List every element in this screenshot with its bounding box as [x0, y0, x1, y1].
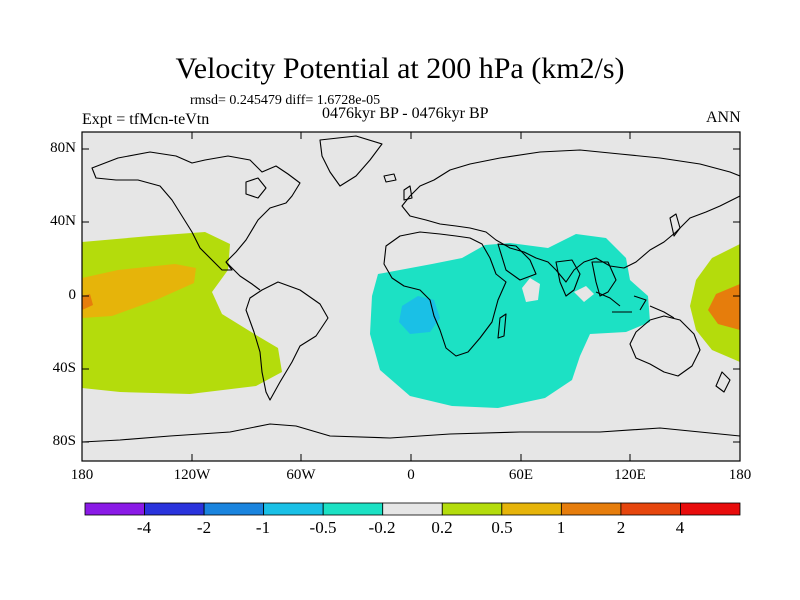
iceland-coastline — [383, 173, 397, 183]
britain-coastline — [403, 185, 413, 201]
coastlines — [82, 135, 740, 443]
indian-ocean-negative-region — [370, 234, 650, 408]
colorbar-label: 1 — [556, 518, 566, 537]
antarctica-coastline — [82, 423, 740, 443]
madagascar-coastline — [497, 313, 507, 339]
central-africa-strong-negative-region — [399, 296, 440, 334]
australia-coastline — [629, 315, 701, 377]
contour-fields — [82, 232, 740, 408]
x-tick-label-120e: 120E — [614, 467, 646, 483]
pacific-strong-positive-region — [82, 264, 196, 318]
x-tick-label-180e: 180 — [728, 467, 752, 483]
new-zealand-coastline — [715, 371, 731, 393]
season-label: ANN — [706, 109, 741, 126]
colorbar-swatch — [560, 502, 622, 516]
axis-ticks — [81, 132, 741, 461]
pacific-peak-positive-region — [82, 294, 93, 310]
hudson-bay-coastline — [245, 177, 267, 199]
x-tick-label-120w: 120W — [173, 467, 211, 483]
north-america-coastline — [91, 151, 301, 271]
colorbar-label: 4 — [675, 518, 685, 537]
western-pacific-strong-positive-region — [708, 284, 740, 330]
colorbar-swatch — [144, 502, 205, 516]
period-label: 0476kyr BP - 0476kyr BP — [322, 105, 489, 122]
indonesia-coastline — [595, 291, 675, 319]
x-tick-label-0: 0 — [407, 467, 415, 483]
arabia-coastline — [497, 243, 537, 281]
colorbar-swatch — [680, 502, 741, 516]
y-tick-label-80s: 80S — [52, 433, 76, 449]
india-neutral-gap — [574, 286, 594, 302]
colorbar-swatch — [322, 502, 384, 516]
experiment-label: Expt = tfMcn-teVtn — [82, 111, 210, 128]
map-title: Velocity Potential at 200 hPa (km2/s) — [175, 52, 625, 85]
arabia-neutral-gap — [522, 278, 540, 302]
south-america-coastline — [245, 281, 329, 401]
colorbar-swatch — [441, 502, 503, 516]
colorbar-label: -0.5 — [309, 518, 337, 537]
colorbar-label: -0.2 — [368, 518, 396, 537]
colorbar-swatch — [203, 502, 265, 516]
colorbar-label: -1 — [255, 518, 271, 537]
colorbar-swatch — [84, 502, 145, 516]
japan-coastline — [669, 213, 681, 237]
colorbar-label: -2 — [196, 518, 212, 537]
colorbar-swatch — [263, 502, 324, 516]
greenland-coastline — [319, 135, 383, 187]
x-tick-label-180w: 180 — [70, 467, 94, 483]
colorbar-swatch — [620, 502, 681, 516]
eurasia-coastline — [401, 149, 740, 283]
central-america-coastline — [225, 261, 261, 291]
colorbar — [84, 502, 741, 516]
colorbar-swatch — [382, 502, 443, 516]
colorbar-label: 2 — [616, 518, 626, 537]
colorbar-swatch — [501, 502, 562, 516]
indochina-coastline — [591, 261, 617, 297]
x-tick-label-60w: 60W — [286, 467, 316, 483]
x-tick-label-60e: 60E — [508, 467, 534, 483]
y-tick-label-80n: 80N — [50, 140, 76, 156]
colorbar-label: -4 — [136, 518, 152, 537]
stats-label: rmsd= 0.245479 diff= 1.6728e-05 — [190, 93, 381, 108]
africa-coastline — [383, 231, 507, 357]
india-coastline — [555, 259, 581, 297]
y-tick-label-40s: 40S — [52, 360, 76, 376]
colorbar-label: 0.2 — [431, 518, 453, 537]
y-tick-label-40n: 40N — [50, 213, 76, 229]
colorbar-label: 0.5 — [491, 518, 513, 537]
y-tick-label-equator: 0 — [68, 287, 77, 303]
